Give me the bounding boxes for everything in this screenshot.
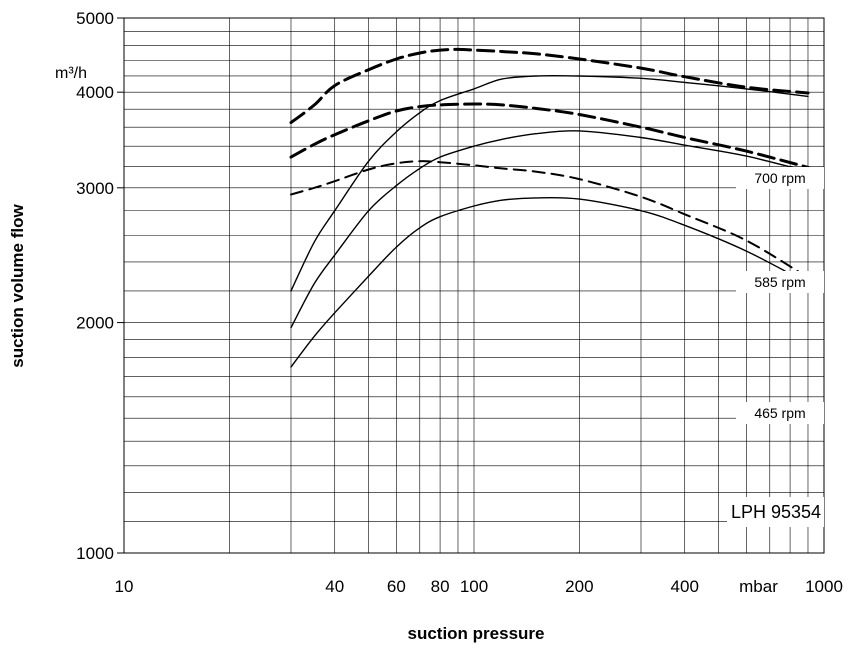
y-axis-title: suction volume flow <box>8 204 27 368</box>
x-tick-label: 200 <box>565 577 593 596</box>
y-tick-label: 1000 <box>76 544 114 563</box>
x-tick-label: mbar <box>739 577 778 596</box>
series-line-1 <box>289 47 810 125</box>
x-tick-label: 60 <box>387 577 406 596</box>
y-tick-label: 2000 <box>76 314 114 333</box>
y-tick-label: 4000 <box>76 83 114 102</box>
model-label-bg <box>727 497 824 527</box>
y-tick-labels: 1000 2000 3000 4000 5000 <box>76 9 114 563</box>
x-tick-label: 40 <box>325 577 344 596</box>
x-tick-label: 100 <box>460 577 488 596</box>
grid <box>117 17 824 554</box>
rpm-585-label: 585 rpm <box>754 274 805 290</box>
rpm-585-label-bg <box>736 271 824 293</box>
x-tick-label: 400 <box>671 577 699 596</box>
x-axis-title: suction pressure <box>408 624 545 643</box>
series-line-3 <box>289 102 810 169</box>
rpm-465-label-bg <box>736 402 824 424</box>
series-line-2 <box>290 74 809 292</box>
y-tick-label: 3000 <box>76 179 114 198</box>
x-tick-label: 1000 <box>805 577 843 596</box>
rpm-465-label: 465 rpm <box>754 405 805 421</box>
series-line-4 <box>290 130 809 329</box>
x-tick-labels: 10 40 60 80 100 200 400 mbar 1000 <box>115 577 843 596</box>
model-label: LPH 95354 <box>731 502 821 522</box>
y-unit-label: m³/h <box>55 65 87 82</box>
series-line-5 <box>290 160 809 279</box>
y-tick-label: 5000 <box>76 9 114 28</box>
rpm-700-label-bg <box>736 167 824 189</box>
x-tick-label: 80 <box>431 577 450 596</box>
x-tick-label: 10 <box>115 577 134 596</box>
rpm-700-label: 700 rpm <box>754 170 805 186</box>
curves <box>289 47 810 368</box>
series-line-6 <box>290 196 809 368</box>
